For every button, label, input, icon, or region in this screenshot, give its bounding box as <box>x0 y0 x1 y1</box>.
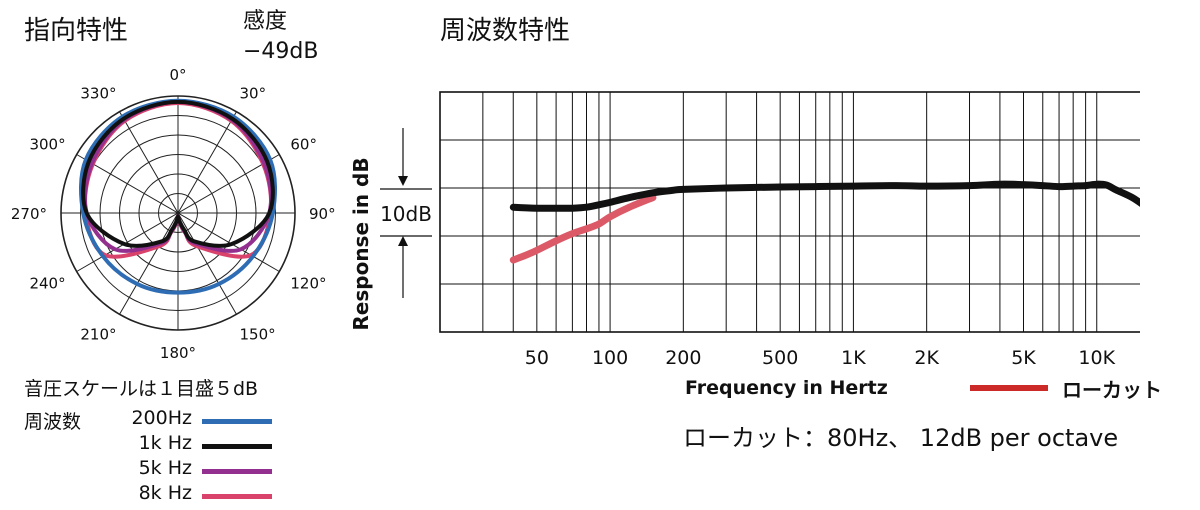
scale-arrowhead-top <box>398 176 408 186</box>
polar-title: 指向特性 <box>24 16 129 46</box>
polar-chart: 0° 30° 60° 90° 120° 150° 180° 210° 240° 270° 300° 3… <box>11 66 336 362</box>
polar-angle-labels: 0° 30° 60° 90° 120° 150° 180° 210° 240° 270° 300° 3… <box>11 66 336 362</box>
y-axis-label: Response in dB <box>349 157 373 330</box>
frequency-chart: 501002005001K2K5K10K20K 10dB Response in… <box>349 91 1140 369</box>
x-axis-label: Frequency in Hertz <box>685 377 888 399</box>
polar-curve-200hz <box>79 98 277 295</box>
legend-swatch-5khz <box>202 469 272 474</box>
legend-swatch-8khz <box>202 494 272 499</box>
legend-label-5khz: 5k Hz <box>138 457 192 479</box>
x-tick-label: 5K <box>1011 347 1036 369</box>
legend-label-8khz: 8k Hz <box>138 482 192 504</box>
x-tick-label: 500 <box>762 347 798 369</box>
flat-response-curve <box>509 180 1140 212</box>
polar-angle-label: 180° <box>160 344 196 362</box>
legend-label-1khz: 1k Hz <box>138 432 192 454</box>
polar-angle-label: 30° <box>240 85 267 103</box>
x-tick-label: 100 <box>592 347 628 369</box>
x-tick-label: 1K <box>841 347 866 369</box>
lowcut-response-curve <box>509 194 657 264</box>
polar-angle-label: 330° <box>80 85 116 103</box>
polar-angle-label: 60° <box>290 136 317 154</box>
scale-annotation-text: 10dB <box>380 202 432 226</box>
lowcut-legend-swatch <box>970 385 1048 391</box>
polar-spoke <box>119 111 237 315</box>
sensitivity-value: −49dB <box>243 39 319 64</box>
legend-swatch-200hz <box>202 419 272 424</box>
frequency-title: 周波数特性 <box>440 16 571 46</box>
polar-angle-label: 90° <box>309 205 336 223</box>
legend-frequency-label: 周波数 <box>24 411 82 433</box>
frequency-grid <box>439 91 1140 333</box>
polar-grid <box>60 95 296 331</box>
scale-note: 音圧スケールは１目盛５dB <box>24 378 259 400</box>
polar-angle-label: 210° <box>80 325 116 343</box>
sensitivity-label: 感度 <box>243 9 288 34</box>
polar-angle-label: 150° <box>240 325 276 343</box>
x-tick-label: 50 <box>525 347 549 369</box>
x-tick-label: 200 <box>665 347 701 369</box>
legend-swatch-1khz <box>202 444 272 449</box>
lowcut-legend-label: ローカット <box>1062 378 1162 402</box>
polar-angle-label: 0° <box>169 66 186 84</box>
polar-curve-1khz <box>81 99 275 248</box>
lowcut-note: ローカット：80Hz、 12dB per octave <box>683 424 1119 452</box>
scale-arrowhead-bottom <box>398 236 408 246</box>
x-tick-label: 10K <box>1078 347 1115 369</box>
polar-angle-label: 120° <box>290 275 326 293</box>
legend-label-200hz: 200Hz <box>131 407 192 429</box>
polar-angle-label: 270° <box>11 205 47 223</box>
x-tick-labels: 501002005001K2K5K10K20K <box>525 347 1116 369</box>
plot-frame <box>439 91 1140 333</box>
polar-angle-label: 240° <box>29 275 65 293</box>
frequency-curves <box>509 180 1140 264</box>
scale-annotation: 10dB <box>380 128 432 298</box>
polar-curves <box>79 98 277 295</box>
polar-angle-label: 300° <box>29 136 65 154</box>
x-tick-label: 2K <box>914 347 939 369</box>
